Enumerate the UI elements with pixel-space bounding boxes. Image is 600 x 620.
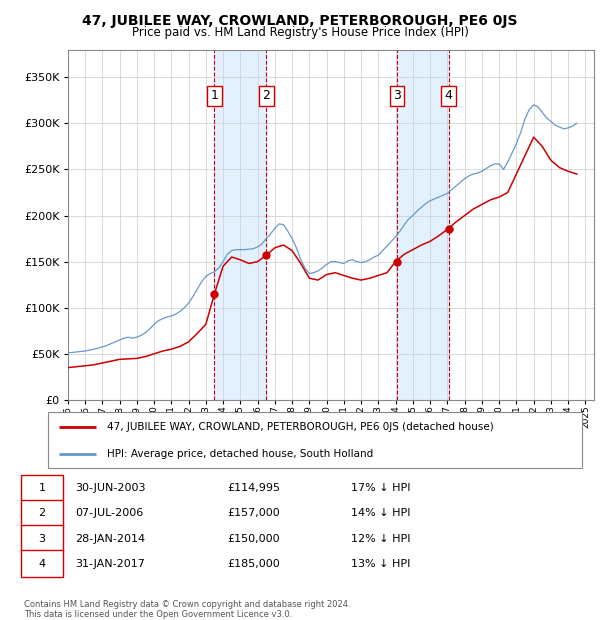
Text: £157,000: £157,000 — [227, 508, 280, 518]
Text: £150,000: £150,000 — [227, 534, 280, 544]
Bar — [397, 50, 449, 400]
Text: £114,995: £114,995 — [227, 483, 280, 493]
FancyBboxPatch shape — [21, 551, 64, 577]
Text: £185,000: £185,000 — [227, 559, 280, 569]
FancyBboxPatch shape — [21, 475, 64, 502]
Text: HPI: Average price, detached house, South Holland: HPI: Average price, detached house, Sout… — [107, 449, 373, 459]
Text: 4: 4 — [38, 559, 46, 569]
Text: 17% ↓ HPI: 17% ↓ HPI — [351, 483, 410, 493]
Text: Contains HM Land Registry data © Crown copyright and database right 2024.
This d: Contains HM Land Registry data © Crown c… — [24, 600, 350, 619]
Text: 3: 3 — [393, 89, 401, 102]
Text: 31-JAN-2017: 31-JAN-2017 — [75, 559, 145, 569]
Text: 07-JUL-2006: 07-JUL-2006 — [75, 508, 143, 518]
Text: 1: 1 — [211, 89, 218, 102]
Text: 14% ↓ HPI: 14% ↓ HPI — [351, 508, 410, 518]
Text: 13% ↓ HPI: 13% ↓ HPI — [351, 559, 410, 569]
Text: 3: 3 — [38, 534, 46, 544]
FancyBboxPatch shape — [21, 525, 64, 552]
FancyBboxPatch shape — [48, 412, 582, 468]
Text: 4: 4 — [445, 89, 452, 102]
Text: 2: 2 — [38, 508, 46, 518]
Text: 28-JAN-2014: 28-JAN-2014 — [75, 534, 145, 544]
Text: 1: 1 — [38, 483, 46, 493]
Text: 47, JUBILEE WAY, CROWLAND, PETERBOROUGH, PE6 0JS: 47, JUBILEE WAY, CROWLAND, PETERBOROUGH,… — [82, 14, 518, 28]
Text: 30-JUN-2003: 30-JUN-2003 — [75, 483, 145, 493]
Text: 12% ↓ HPI: 12% ↓ HPI — [351, 534, 410, 544]
Bar — [214, 50, 266, 400]
Text: Price paid vs. HM Land Registry's House Price Index (HPI): Price paid vs. HM Land Registry's House … — [131, 26, 469, 39]
Text: 2: 2 — [262, 89, 270, 102]
Text: 47, JUBILEE WAY, CROWLAND, PETERBOROUGH, PE6 0JS (detached house): 47, JUBILEE WAY, CROWLAND, PETERBOROUGH,… — [107, 422, 493, 432]
FancyBboxPatch shape — [21, 500, 64, 526]
